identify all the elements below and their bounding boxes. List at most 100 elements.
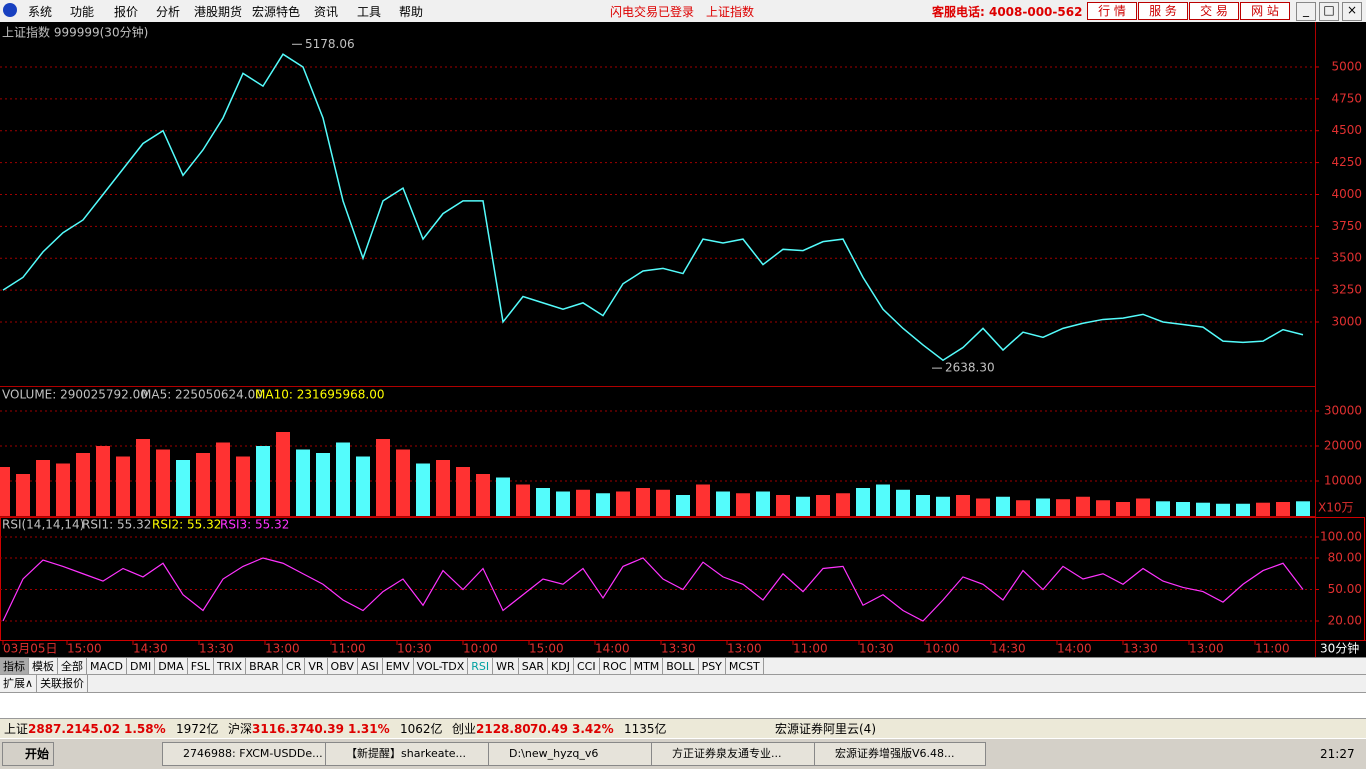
volume-bar xyxy=(76,453,90,516)
x-tick-label: 13:00 xyxy=(1189,642,1224,656)
top-button[interactable]: 服 务 xyxy=(1138,2,1188,20)
indicator-tab[interactable]: TRIX xyxy=(214,658,247,675)
volume-bar xyxy=(1016,500,1030,516)
volume-bar xyxy=(856,488,870,516)
indicator-tab[interactable]: WR xyxy=(493,658,519,675)
sub-tab[interactable]: 扩展∧ xyxy=(0,675,38,692)
indicator-tab[interactable]: EMV xyxy=(383,658,414,675)
volume-bar xyxy=(676,495,690,516)
volume-bar xyxy=(696,484,710,516)
menu-item[interactable]: 分析 xyxy=(156,5,181,19)
menu-item[interactable]: 工具 xyxy=(357,5,382,19)
volume-bar xyxy=(616,491,630,516)
indicator-tab[interactable]: CCI xyxy=(574,658,600,675)
y-tick-label: 100.00 xyxy=(1320,530,1362,544)
indicator-tab[interactable]: 模板 xyxy=(29,658,58,675)
indicator-tab[interactable]: DMI xyxy=(127,658,156,675)
start-button[interactable]: 开始 xyxy=(2,742,54,766)
indicator-tab[interactable]: MCST xyxy=(726,658,764,675)
menu-item[interactable]: 宏源特色 xyxy=(252,5,301,19)
indicator-tab[interactable]: BOLL xyxy=(663,658,699,675)
indicator-tab[interactable]: PSY xyxy=(699,658,726,675)
indicator-tab[interactable]: FSL xyxy=(188,658,214,675)
volume-bar xyxy=(576,489,590,516)
indicator-tab[interactable]: MTM xyxy=(631,658,664,675)
volume-bar xyxy=(276,432,290,516)
volume-bar xyxy=(1036,498,1050,516)
task-button[interactable]: D:\new_hyzq_v6 xyxy=(488,742,660,766)
status-pct: 1.31% xyxy=(348,722,390,736)
menu-item[interactable]: 报价 xyxy=(114,5,139,19)
clock: 21:27 xyxy=(1320,747,1355,761)
indicator-tab[interactable]: BRAR xyxy=(246,658,284,675)
menu-item[interactable]: 功能 xyxy=(70,5,95,19)
y-tick-label: 30000 xyxy=(1324,404,1362,418)
status-change: 70.49 xyxy=(530,722,568,736)
indicator-tab[interactable]: ASI xyxy=(358,658,383,675)
volume-bar xyxy=(1176,502,1190,516)
window-button[interactable]: × xyxy=(1342,2,1362,21)
y-tick-label: 50.00 xyxy=(1328,582,1362,596)
task-button[interactable]: 2746988: FXCM-USDDe... xyxy=(162,742,334,766)
x-tick-label: 10:00 xyxy=(925,642,960,656)
x-tick-label: 15:00 xyxy=(529,642,564,656)
indicator-tab[interactable]: ROC xyxy=(600,658,631,675)
indicator-tab[interactable]: SAR xyxy=(519,658,549,675)
window-button[interactable]: _ xyxy=(1296,2,1316,21)
volume-bar xyxy=(756,491,770,516)
price-line xyxy=(2,53,1304,362)
volume-bar xyxy=(496,477,510,516)
y-tick-label: 3250 xyxy=(1331,283,1362,297)
volume-bar xyxy=(236,456,250,516)
volume-bar xyxy=(736,493,750,516)
sub-tab[interactable]: 关联报价 xyxy=(37,675,89,692)
indicator-tab[interactable]: DMA xyxy=(155,658,188,675)
volume-bar xyxy=(1216,503,1230,516)
indicator-tab[interactable]: RSI xyxy=(468,658,494,675)
top-button[interactable]: 交 易 xyxy=(1189,2,1239,20)
status-bar: 宏源证券阿里云(4) 上证 2887.21 45.02 1.58% 1972亿 沪深 311… xyxy=(0,718,1366,739)
window-button[interactable]: □ xyxy=(1319,2,1339,21)
volume-bar xyxy=(776,495,790,516)
volume-bar xyxy=(1116,502,1130,516)
menu-item[interactable]: 港股期货 xyxy=(194,5,243,19)
y-tick-label: 10000 xyxy=(1324,474,1362,488)
indicator-tab[interactable]: VR xyxy=(305,658,328,675)
app-icon xyxy=(3,3,17,17)
top-button[interactable]: 网 站 xyxy=(1240,2,1290,20)
task-button[interactable]: 【新提醒】sharkeate... xyxy=(325,742,497,766)
extreme-label: 5178.06 xyxy=(305,37,355,51)
volume-bar xyxy=(196,453,210,516)
rsi-header: RSI2: 55.32 xyxy=(152,518,221,532)
task-button[interactable]: 方正证券泉友通专业... xyxy=(651,742,823,766)
volume-bar xyxy=(936,496,950,516)
indicator-tab[interactable]: 指标 xyxy=(0,658,29,675)
indicator-tab[interactable]: KDJ xyxy=(548,658,574,675)
status-change: 40.39 xyxy=(306,722,344,736)
volume-bar xyxy=(36,460,50,516)
volume-bar xyxy=(176,460,190,516)
menu-item[interactable]: 资讯 xyxy=(314,5,339,19)
y-tick-label: 4500 xyxy=(1331,123,1362,137)
menu-item[interactable]: 帮助 xyxy=(399,5,424,19)
x-tick-label: 14:00 xyxy=(595,642,630,656)
notice: 上证指数 xyxy=(706,5,755,19)
top-button[interactable]: 行 情 xyxy=(1087,2,1137,20)
volume-bar xyxy=(156,449,170,516)
indicator-tab[interactable]: VOL-TDX xyxy=(414,658,469,675)
indicator-tab[interactable]: MACD xyxy=(87,658,127,675)
status-pct: 1.58% xyxy=(124,722,166,736)
y-tick-label: 3750 xyxy=(1331,219,1362,233)
x-tick-label: 10:30 xyxy=(397,642,432,656)
menu-item[interactable]: 系统 xyxy=(28,5,53,19)
volume-header: MA10: 231695968.00 xyxy=(255,388,385,402)
indicator-tab[interactable]: 全部 xyxy=(58,658,87,675)
indicator-tab[interactable]: CR xyxy=(283,658,306,675)
volume-bar xyxy=(876,484,890,516)
volume-bar xyxy=(916,495,930,516)
x-tick-label: 13:00 xyxy=(727,642,762,656)
indicator-tab[interactable]: OBV xyxy=(328,658,358,675)
volume-unit: X10万 xyxy=(1318,501,1354,515)
volume-bar xyxy=(1296,501,1310,516)
task-button[interactable]: 宏源证券增强版V6.48... xyxy=(814,742,986,766)
